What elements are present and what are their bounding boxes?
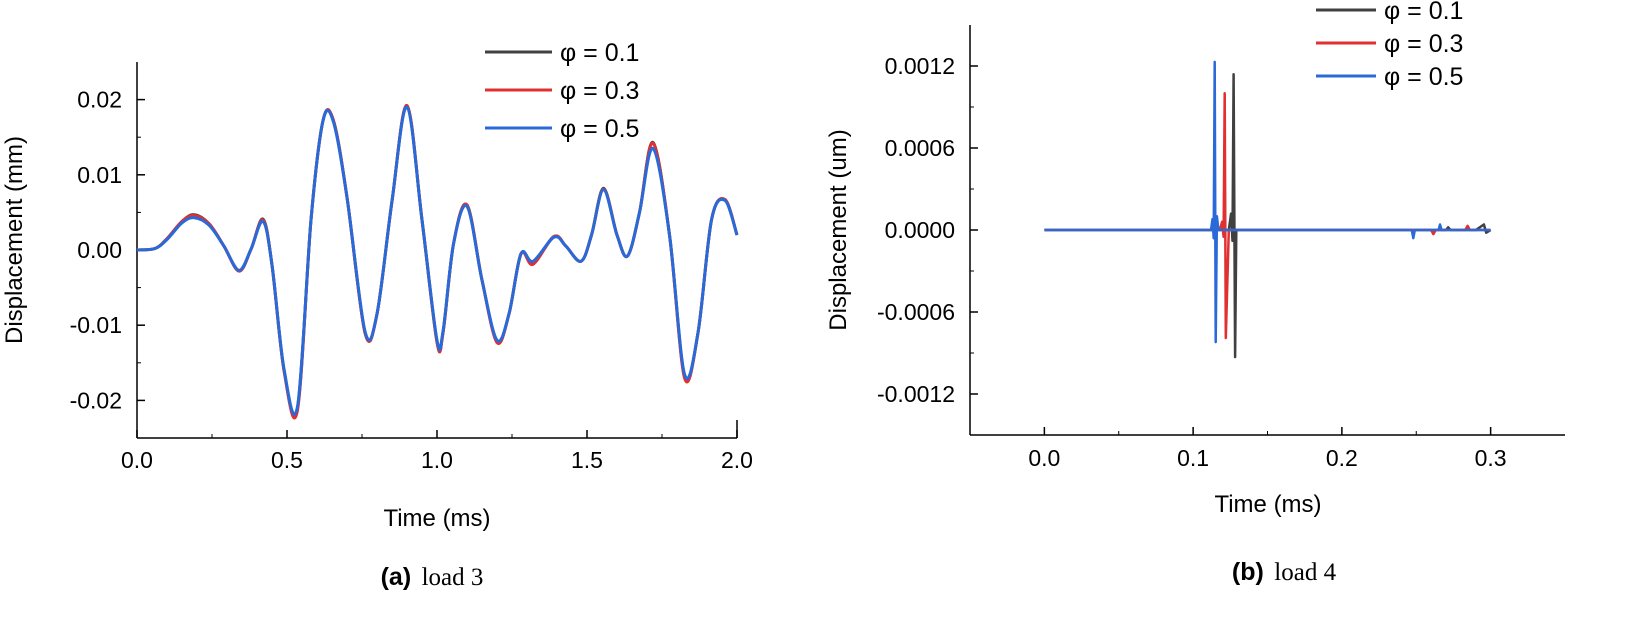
x-tick-label: 1.5: [571, 447, 603, 473]
series-line-1: [136, 104, 739, 418]
panel-a-caption-letter: (a): [381, 563, 412, 591]
y-tick-label: -0.02: [70, 387, 122, 413]
panel-a-caption-text: load 3: [422, 564, 484, 591]
panel-b-tick-labels: 0.0 0.1 0.2 0.3 0.0012 0.0006 0.0000 -0.0006 -0.…: [877, 53, 1507, 471]
y-tick-label: 0.01: [77, 162, 122, 188]
series-line-1: [1044, 72, 1492, 359]
legend-label-2: φ = 0.3: [1384, 30, 1463, 58]
panel-b-series-lines: [1044, 60, 1492, 359]
y-tick-label: -0.0006: [877, 299, 955, 325]
series-line-3: [136, 105, 739, 416]
panel-a-y-label: Displacement (mm): [1, 136, 28, 344]
panel-b-x-label: Time (ms): [1214, 491, 1321, 518]
panel-b-y-label: Displacement (um): [825, 129, 852, 330]
x-tick-label: 0.0: [1028, 445, 1060, 471]
y-tick-label: 0.0006: [885, 135, 955, 161]
series-line-2: [1044, 92, 1491, 340]
x-tick-label: 0.0: [121, 447, 153, 473]
panel-a: 0.0 0.5 1.0 1.5 2.0 0.02 0.01 0.00 -0.01 -0.02 Ti…: [1, 39, 753, 591]
panel-a-caption: (a) load 3: [381, 563, 484, 591]
y-tick-label: -0.01: [70, 312, 122, 338]
panel-b-legend: φ = 0.1 φ = 0.3 φ = 0.5: [1316, 0, 1463, 91]
legend-label-1: φ = 0.1: [560, 39, 639, 67]
panel-a-legend: φ = 0.1 φ = 0.3 φ = 0.5: [485, 39, 639, 143]
x-tick-label: 2.0: [721, 447, 753, 473]
x-tick-label: 1.0: [421, 447, 453, 473]
legend-label-3: φ = 0.5: [560, 115, 639, 143]
panel-a-ticks: [136, 98, 738, 438]
y-tick-label: 0.0000: [885, 217, 955, 243]
y-tick-label: 0.00: [77, 237, 122, 263]
x-tick-label: 0.2: [1326, 445, 1358, 471]
legend-label-3: φ = 0.5: [1384, 63, 1463, 91]
legend-label-2: φ = 0.3: [560, 77, 639, 105]
panel-b-caption: (b) load 4: [1232, 558, 1337, 586]
series-line-2: [136, 104, 739, 420]
series-line-3: [1044, 60, 1491, 344]
panel-a-series-lines: [136, 104, 739, 420]
x-tick-label: 0.3: [1475, 445, 1507, 471]
panel-b-caption-letter: (b): [1232, 558, 1264, 586]
panel-b-ticks: [970, 65, 1492, 435]
panel-a-x-label: Time (ms): [383, 505, 490, 532]
y-tick-label: 0.0012: [885, 53, 955, 79]
x-tick-label: 0.1: [1177, 445, 1209, 471]
panel-b-caption-text: load 4: [1274, 559, 1336, 586]
panel-b: 0.0 0.1 0.2 0.3 0.0012 0.0006 0.0000 -0.0006 -0.…: [825, 0, 1565, 586]
y-tick-label: 0.02: [77, 87, 122, 113]
x-tick-label: 0.5: [271, 447, 303, 473]
panel-a-tick-labels: 0.0 0.5 1.0 1.5 2.0 0.02 0.01 0.00 -0.01 -0.02: [70, 87, 753, 473]
y-tick-label: -0.0012: [877, 381, 955, 407]
legend-label-1: φ = 0.1: [1384, 0, 1463, 25]
